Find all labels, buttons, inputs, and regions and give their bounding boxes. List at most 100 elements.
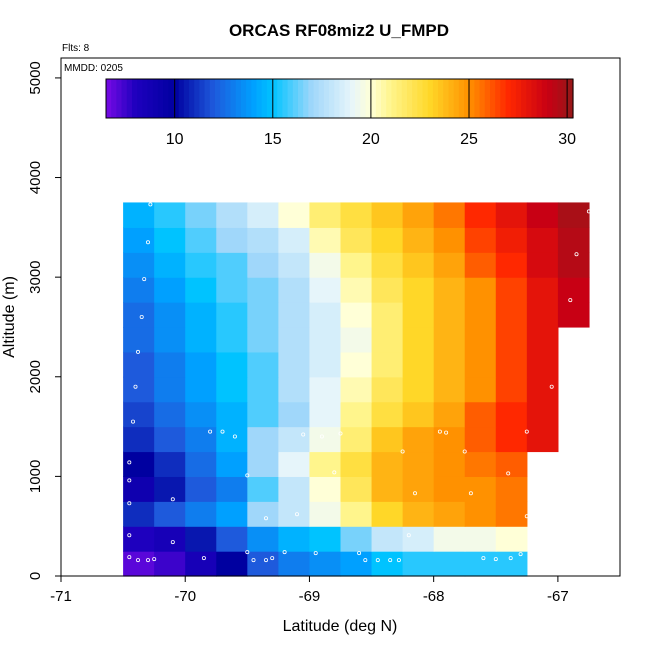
colorbar-segment	[126, 79, 133, 118]
heatmap-cell	[464, 252, 497, 278]
heatmap-cell	[464, 326, 497, 353]
colorbar-segment	[209, 79, 216, 118]
y-tick-label: 0	[27, 572, 44, 580]
heatmap-cell	[309, 501, 342, 527]
heatmap-cell	[433, 376, 466, 403]
heatmap-cell	[402, 476, 435, 502]
data-point	[437, 429, 442, 434]
flights-note: Flts: 8	[62, 43, 90, 54]
colorbar-segment	[256, 79, 263, 118]
colorbar-segment	[116, 79, 123, 118]
colorbar-segment	[199, 79, 206, 118]
colorbar-segment	[526, 79, 533, 118]
heatmap-cell	[371, 401, 404, 428]
heatmap-cell	[433, 501, 466, 527]
heatmap-cell	[402, 277, 435, 303]
heatmap-cell	[185, 501, 217, 527]
colorbar-segment	[365, 79, 372, 118]
heatmap-cell	[526, 302, 559, 328]
heatmap-cell	[247, 277, 279, 303]
colorbar-segment	[464, 79, 470, 118]
heatmap-cell	[247, 302, 279, 328]
data-point	[562, 339, 567, 344]
heatmap-cell	[278, 277, 311, 303]
colorbar-segment	[131, 79, 138, 118]
heatmap-cell	[278, 202, 311, 228]
colorbar-segment	[567, 79, 574, 118]
heatmap-cell	[185, 451, 217, 477]
heatmap-cells	[123, 202, 590, 577]
colorbar-tick-label: 30	[558, 131, 576, 148]
data-point	[400, 449, 405, 454]
plot-frame	[60, 57, 621, 577]
heatmap-cell	[185, 476, 217, 502]
colorbar-segment	[163, 79, 169, 118]
heatmap-cell	[340, 227, 373, 253]
x-tick-label: -68	[423, 588, 445, 605]
heatmap-cell	[495, 476, 528, 502]
colorbar-segment	[178, 79, 185, 118]
heatmap-cell	[216, 326, 248, 353]
data-point	[586, 209, 591, 214]
heatmap-cell	[464, 376, 497, 403]
data-point	[127, 533, 132, 538]
heatmap-cell	[247, 227, 279, 253]
colorbar-segment	[313, 79, 320, 118]
colorbar-segment	[495, 79, 501, 118]
heatmap-cell	[247, 551, 279, 577]
data-points	[127, 202, 591, 563]
heatmap-cell	[402, 326, 435, 353]
heatmap-cell	[123, 252, 155, 278]
colorbar-segment	[521, 79, 527, 118]
heatmap-cell	[278, 501, 311, 527]
data-point	[508, 556, 513, 561]
heatmap-cell	[309, 326, 342, 353]
heatmap-cell	[309, 202, 342, 228]
colorbar-segment	[329, 79, 335, 118]
y-tick-label: 3000	[27, 260, 44, 293]
heatmap-cell	[340, 401, 373, 428]
heatmap-cell	[216, 451, 248, 477]
heatmap-cell	[185, 401, 217, 428]
colorbar-segment	[121, 79, 128, 118]
data-point	[282, 550, 287, 555]
heatmap-cell	[123, 227, 155, 253]
colorbar-segment	[344, 79, 351, 118]
colorbar-segment	[214, 79, 221, 118]
heatmap-cell	[557, 252, 590, 278]
colorbar-segment	[360, 79, 367, 118]
heatmap-cell	[557, 202, 590, 228]
x-axis: -71 -70 -69 -68 -67	[50, 576, 569, 605]
heatmap-cell	[247, 501, 279, 527]
heatmap-cell	[154, 302, 186, 328]
heatmap-cell	[216, 551, 248, 577]
heatmap-cell	[185, 227, 217, 253]
heatmap-cell	[216, 227, 248, 253]
colorbar-segment	[505, 79, 512, 118]
colorbar-segment	[355, 79, 361, 118]
heatmap-cell	[371, 526, 404, 552]
heatmap-cell	[309, 302, 342, 328]
heatmap-cell	[123, 451, 155, 477]
heatmap-cell	[402, 202, 435, 228]
colorbar-segment	[266, 79, 273, 118]
data-point	[294, 512, 299, 517]
colorbar-segment	[531, 79, 538, 118]
data-point	[245, 550, 250, 555]
data-point	[313, 551, 318, 556]
colorbar-segment	[427, 79, 434, 118]
colorbar-segment	[251, 79, 258, 118]
colorbar-segment	[106, 79, 112, 118]
data-point	[549, 384, 554, 389]
colorbar-segment	[111, 79, 117, 118]
colorbar-segment	[334, 79, 341, 118]
heatmap-cell	[216, 501, 248, 527]
heatmap-cell	[278, 476, 311, 502]
heatmap-cell	[185, 302, 217, 328]
heatmap-cell	[123, 376, 155, 403]
heatmap-cell	[464, 351, 497, 378]
heatmap-cell	[309, 401, 342, 428]
heatmap-cell	[464, 501, 497, 527]
colorbar-segment	[422, 79, 429, 118]
heatmap-cell	[123, 526, 155, 552]
